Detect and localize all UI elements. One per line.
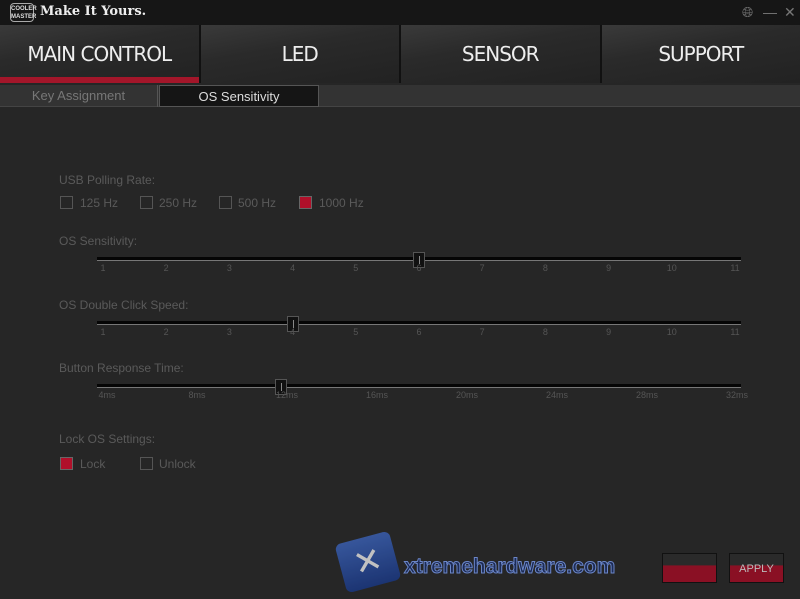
left-action-button[interactable] (662, 553, 717, 583)
tick-label: 3 (226, 263, 232, 273)
tick-label: 11 (730, 263, 740, 273)
minimize-icon[interactable]: — (763, 4, 777, 20)
label-500hz: 500 Hz (238, 196, 277, 210)
tick-label: 10 (666, 327, 677, 337)
globe-icon[interactable]: 🌐︎ (742, 4, 754, 20)
label-lock: Lock (80, 457, 106, 471)
double-click-speed-slider[interactable] (97, 321, 741, 325)
os-sensitivity-label: OS Sensitivity: (59, 234, 138, 248)
tick-label: 16ms (365, 390, 389, 400)
double-click-speed-thumb[interactable] (286, 316, 299, 332)
tick-label: 6 (416, 263, 422, 273)
label-1000hz: 1000 Hz (319, 196, 364, 210)
tick-label: 2 (163, 327, 169, 337)
tick-label: 12ms (275, 390, 299, 400)
close-icon[interactable]: ✕ (784, 4, 796, 20)
tick-label: 1 (100, 263, 106, 273)
lock-settings-label: Lock OS Settings: (59, 432, 156, 446)
tick-label: 8ms (188, 390, 206, 400)
sub-tabs: Key Assignment OS Sensitivity (0, 85, 800, 107)
tick-label: 20ms (455, 390, 479, 400)
tick-label: 6 (416, 327, 422, 337)
tick-label: 24ms (545, 390, 569, 400)
main-tabs: MAIN CONTROL LED SENSOR SUPPORT (0, 25, 800, 83)
apply-button[interactable]: APPLY (729, 553, 784, 583)
watermark-text: xtremehardware.com (403, 555, 616, 579)
polling-rate-label: USB Polling Rate: (59, 173, 156, 187)
subtab-os-sensitivity[interactable]: OS Sensitivity (159, 85, 319, 107)
tab-led[interactable]: LED (200, 25, 401, 83)
button-response-time-label: Button Response Time: (59, 361, 184, 375)
checkbox-125hz[interactable] (60, 196, 73, 209)
tick-label: 8 (542, 327, 548, 337)
tick-label: 9 (606, 327, 612, 337)
tick-label: 10 (666, 263, 677, 273)
checkbox-unlock[interactable] (140, 457, 153, 470)
title-bar: COOLER MASTER Make It Yours. 🌐︎ — ✕ (0, 0, 800, 25)
cooler-master-logo: COOLER MASTER (10, 3, 37, 22)
tick-label: 11 (730, 327, 740, 337)
label-125hz: 125 Hz (80, 196, 119, 210)
button-response-time-thumb[interactable] (275, 379, 287, 395)
tick-label: 4 (290, 327, 296, 337)
tab-support[interactable]: SUPPORT (601, 25, 800, 83)
tick-label: 7 (479, 263, 485, 273)
subtab-key-assignment[interactable]: Key Assignment (0, 85, 158, 107)
tick-label: 1 (100, 327, 106, 337)
label-unlock: Unlock (159, 457, 196, 471)
tick-label: 5 (353, 263, 359, 273)
double-click-speed-label: OS Double Click Speed: (59, 298, 189, 312)
tick-label: 2 (163, 263, 169, 273)
tick-label: 4ms (98, 390, 116, 400)
os-sensitivity-thumb[interactable] (413, 252, 425, 268)
tick-label: 4 (290, 263, 296, 273)
tick-label: 7 (479, 327, 485, 337)
label-250hz: 250 Hz (159, 196, 198, 210)
tick-label: 28ms (635, 390, 659, 400)
app-title: Make It Yours. (40, 4, 147, 19)
tick-label: 9 (606, 263, 612, 273)
checkbox-lock[interactable] (60, 457, 73, 470)
tick-label: 8 (542, 263, 548, 273)
checkbox-1000hz[interactable] (299, 196, 312, 209)
tab-main-control[interactable]: MAIN CONTROL (0, 25, 201, 83)
checkbox-250hz[interactable] (140, 196, 153, 209)
tick-label: 3 (226, 327, 232, 337)
checkbox-500hz[interactable] (219, 196, 232, 209)
button-response-time-slider[interactable] (97, 384, 741, 388)
tick-label: 5 (353, 327, 359, 337)
watermark-logo: ✕ (334, 530, 402, 594)
tick-label: 32ms (725, 390, 749, 400)
tab-sensor[interactable]: SENSOR (401, 25, 602, 83)
